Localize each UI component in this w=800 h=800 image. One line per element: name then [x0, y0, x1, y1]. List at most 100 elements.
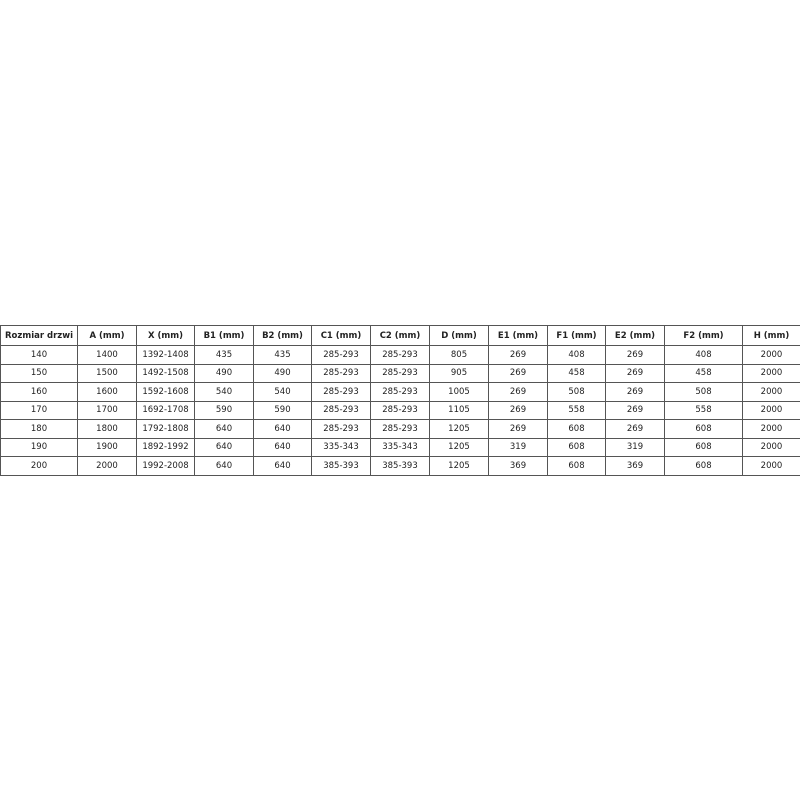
table-cell: 140 [0, 345, 78, 365]
header-cell: B1 (mm) [194, 325, 254, 346]
table-cell: 408 [664, 345, 743, 365]
table-cell: 2000 [742, 345, 800, 365]
table-cell: 285-293 [311, 363, 371, 383]
table-cell: 1800 [77, 419, 137, 439]
table-cell: 150 [0, 363, 78, 383]
table-cell: 269 [488, 345, 548, 365]
table-cell: 1892-1992 [136, 437, 195, 457]
table-cell: 369 [605, 456, 665, 476]
table-cell: 408 [547, 345, 606, 365]
table-cell: 1700 [77, 400, 137, 420]
table-cell: 608 [664, 437, 743, 457]
table-row: 160 1600 1592-1608 540 540 285-293 285-293 1005… [0, 382, 800, 402]
table-cell: 2000 [742, 437, 800, 457]
table-cell: 458 [547, 363, 606, 383]
table-cell: 2000 [742, 382, 800, 402]
table-cell: 805 [429, 345, 489, 365]
header-cell: Rozmiar drzwi [0, 325, 78, 346]
table-cell: 180 [0, 419, 78, 439]
table-cell: 1500 [77, 363, 137, 383]
table-cell: 435 [253, 345, 312, 365]
table-cell: 540 [194, 382, 254, 402]
table-cell: 640 [253, 437, 312, 457]
dimension-table: Rozmiar drzwi A (mm) X (mm) B1 (mm) B2 (mm) C… [0, 325, 800, 476]
header-cell: F1 (mm) [547, 325, 606, 346]
table-cell: 285-293 [311, 419, 371, 439]
table-cell: 269 [488, 363, 548, 383]
table-cell: 269 [605, 400, 665, 420]
header-cell: E1 (mm) [488, 325, 548, 346]
table-cell: 508 [547, 382, 606, 402]
table-cell: 1400 [77, 345, 137, 365]
table-row: 190 1900 1892-1992 640 640 335-343 335-343 1205… [0, 437, 800, 457]
header-cell: C2 (mm) [370, 325, 430, 346]
table-cell: 508 [664, 382, 743, 402]
table-cell: 1792-1808 [136, 419, 195, 439]
table-cell: 369 [488, 456, 548, 476]
table-cell: 435 [194, 345, 254, 365]
table-cell: 1600 [77, 382, 137, 402]
header-cell: F2 (mm) [664, 325, 743, 346]
table-row: 140 1400 1392-1408 435 435 285-293 285-293 805 2… [0, 345, 800, 365]
table-cell: 335-343 [311, 437, 371, 457]
table-body: 140 1400 1392-1408 435 435 285-293 285-293 805 2… [0, 345, 800, 476]
table-cell: 540 [253, 382, 312, 402]
table-cell: 335-343 [370, 437, 430, 457]
table-cell: 2000 [742, 400, 800, 420]
table-cell: 1205 [429, 419, 489, 439]
table-cell: 1692-1708 [136, 400, 195, 420]
header-cell: B2 (mm) [253, 325, 312, 346]
table-cell: 285-293 [311, 345, 371, 365]
table-cell: 1492-1508 [136, 363, 195, 383]
table-cell: 170 [0, 400, 78, 420]
table-cell: 269 [605, 345, 665, 365]
table-cell: 2000 [742, 419, 800, 439]
table-cell: 385-393 [370, 456, 430, 476]
table-row: 200 2000 1992-2008 640 640 385-393 385-393 1205… [0, 456, 800, 476]
table-cell: 285-293 [370, 400, 430, 420]
table-cell: 905 [429, 363, 489, 383]
table-cell: 608 [664, 456, 743, 476]
header-cell: E2 (mm) [605, 325, 665, 346]
table-cell: 640 [194, 437, 254, 457]
table-cell: 385-393 [311, 456, 371, 476]
table-cell: 590 [194, 400, 254, 420]
header-cell: A (mm) [77, 325, 137, 346]
table-cell: 1900 [77, 437, 137, 457]
table-cell: 285-293 [370, 345, 430, 365]
table-cell: 285-293 [370, 363, 430, 383]
table-cell: 590 [253, 400, 312, 420]
table-cell: 285-293 [311, 400, 371, 420]
table-cell: 608 [664, 419, 743, 439]
table-cell: 1392-1408 [136, 345, 195, 365]
table-cell: 608 [547, 456, 606, 476]
table-cell: 1005 [429, 382, 489, 402]
header-cell: X (mm) [136, 325, 195, 346]
table-cell: 490 [253, 363, 312, 383]
table-cell: 285-293 [370, 419, 430, 439]
header-cell: H (mm) [742, 325, 800, 346]
table-cell: 269 [488, 382, 548, 402]
table-cell: 640 [253, 456, 312, 476]
table-cell: 640 [194, 419, 254, 439]
table-cell: 269 [488, 400, 548, 420]
table-cell: 1205 [429, 437, 489, 457]
table-cell: 490 [194, 363, 254, 383]
table-cell: 458 [664, 363, 743, 383]
table-cell: 319 [605, 437, 665, 457]
table-row: 170 1700 1692-1708 590 590 285-293 285-293 1105… [0, 400, 800, 420]
table-row: 180 1800 1792-1808 640 640 285-293 285-293 1205… [0, 419, 800, 439]
table-cell: 269 [605, 382, 665, 402]
table-cell: 269 [488, 419, 548, 439]
table-cell: 608 [547, 419, 606, 439]
table-cell: 1992-2008 [136, 456, 195, 476]
table-cell: 200 [0, 456, 78, 476]
table-cell: 640 [194, 456, 254, 476]
table-cell: 2000 [742, 363, 800, 383]
table-cell: 269 [605, 363, 665, 383]
table-cell: 190 [0, 437, 78, 457]
table-cell: 2000 [742, 456, 800, 476]
table-cell: 285-293 [370, 382, 430, 402]
table-row: 150 1500 1492-1508 490 490 285-293 285-293 905 2… [0, 363, 800, 383]
